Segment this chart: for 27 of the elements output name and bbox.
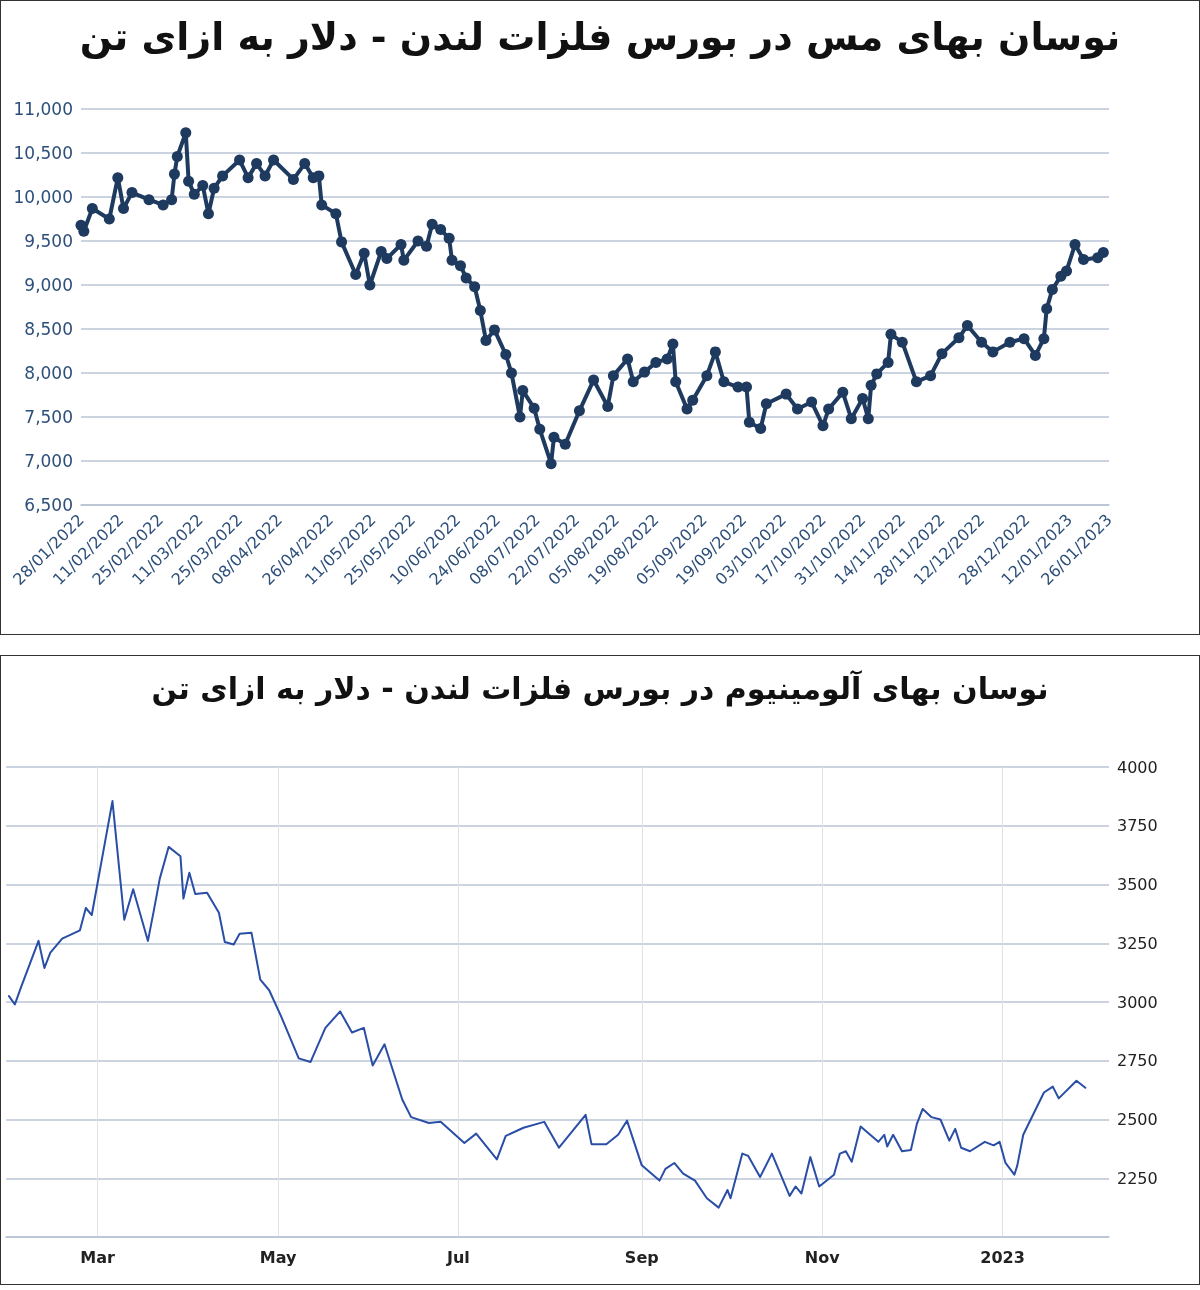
x-tick-label: Jul <box>446 1247 470 1267</box>
y-tick-label: 7,000 <box>24 451 73 471</box>
y-tick-label: 11,000 <box>13 99 73 119</box>
line-series <box>7 800 1087 1209</box>
chart-title: نوسان بهای مس در بورس فلزات لندن - دلار به ازای تن <box>79 15 1121 59</box>
y2-tick-label: 3250 <box>1117 933 1158 953</box>
y-tick-label: 6,500 <box>24 495 73 515</box>
x-tick-label: May <box>259 1247 297 1267</box>
y-tick-label: 10,500 <box>13 143 73 163</box>
y2-tick-label: 4000 <box>1117 757 1158 777</box>
y2-tick-label: 2750 <box>1117 1051 1158 1071</box>
y2-tick-label: 3500 <box>1117 875 1158 894</box>
y2-tick-label: 2500 <box>1117 1110 1158 1129</box>
y2-tick-label: 3000 <box>1117 992 1158 1012</box>
y-tick-label: 10,000 <box>13 187 73 207</box>
x-tick-label: Nov <box>804 1247 841 1267</box>
y2-tick-label: 3750 <box>1117 816 1158 836</box>
y-tick-label: 9,000 <box>24 275 73 295</box>
x-tick-label: 2023 <box>980 1247 1025 1267</box>
y-tick-label: 8,500 <box>24 319 73 339</box>
x-tick-label: Mar <box>80 1247 116 1267</box>
y-tick-label: 8,000 <box>24 363 73 383</box>
chart-title: نوسان بهای آلومینیوم در بورس فلزات لندن - دلار به ازای تن <box>151 669 1049 707</box>
x-tick-label: Sep <box>624 1247 659 1267</box>
y2-tick-label: 2250 <box>1117 1168 1158 1188</box>
y-tick-label: 9,500 <box>24 231 73 251</box>
y-tick-label: 7,500 <box>24 407 73 427</box>
